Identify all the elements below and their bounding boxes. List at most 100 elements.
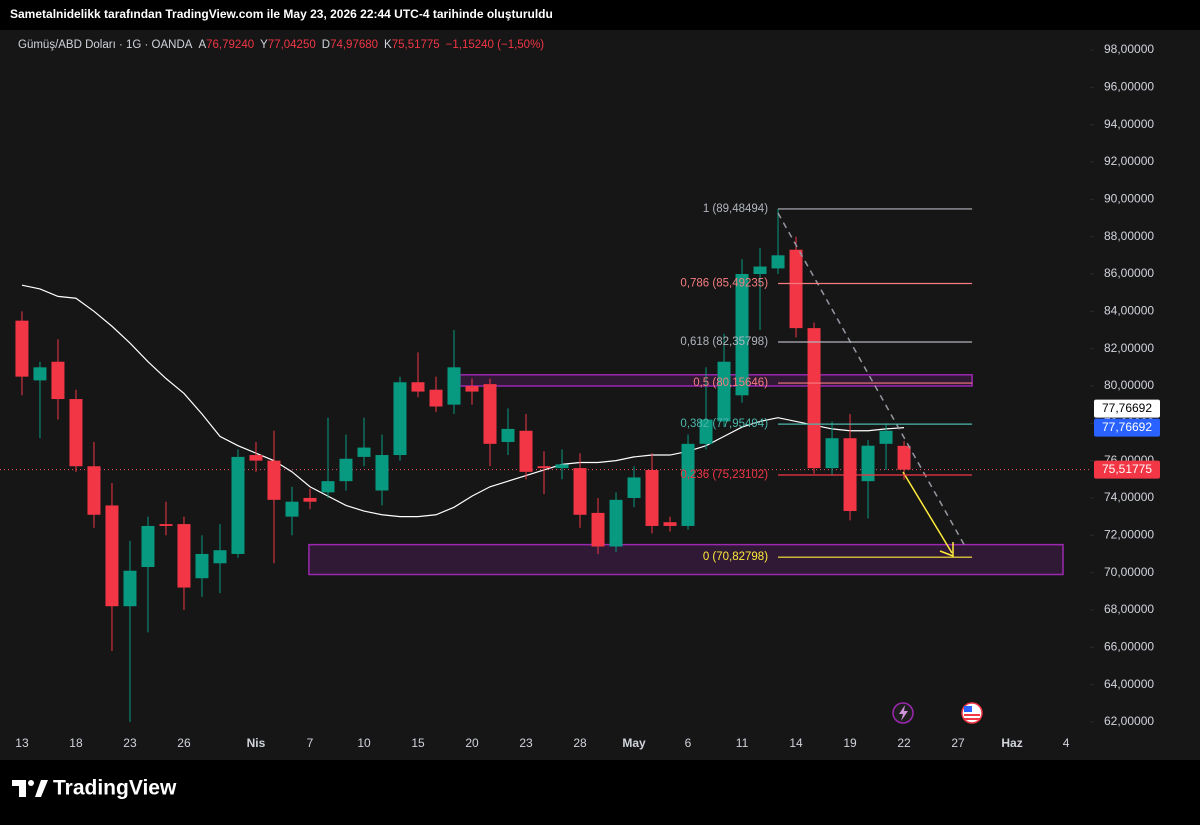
candle-body [123, 570, 137, 607]
fib-label: 0 (70,82798) [703, 551, 768, 563]
x-tick-label: 27 [951, 736, 965, 750]
x-tick-label: 13 [15, 736, 29, 750]
candle-body [681, 443, 695, 526]
candle-body [627, 477, 641, 498]
x-tick-label: 6 [685, 736, 692, 750]
y-tick-label: 64,00000 [1104, 677, 1154, 691]
candle-body [213, 550, 227, 564]
y-tick-label: 72,00000 [1104, 527, 1154, 541]
zone [308, 543, 1064, 576]
caption-bar [0, 0, 1200, 30]
candle-body [159, 524, 173, 526]
candle-body [591, 512, 605, 547]
candle-body [789, 249, 803, 329]
candle-body [69, 399, 83, 467]
y-tick-label: 66,00000 [1104, 639, 1154, 653]
price-tag [1094, 460, 1160, 479]
flag-icon-canton [964, 706, 972, 712]
y-tick-label: 82,00000 [1104, 341, 1154, 355]
candle-body [537, 466, 551, 469]
candle-body [483, 384, 497, 444]
caption: Sametalnidelikk tarafından TradingView.c… [10, 7, 553, 21]
x-tick-label: 19 [843, 736, 857, 750]
candle-body [753, 266, 767, 274]
x-tick-label: Haz [1001, 736, 1022, 750]
x-tick-label: 26 [177, 736, 191, 750]
candle-body [303, 497, 317, 502]
price-tag-label: 77,76692 [1102, 401, 1152, 415]
candle-body [573, 468, 587, 515]
brand-name: TradingView [53, 777, 177, 800]
y-tick-label: 98,00000 [1104, 42, 1154, 56]
candle-body [501, 428, 515, 442]
chart-background [0, 30, 1200, 760]
moving-average [21, 284, 905, 518]
x-tick-label: 4 [1063, 736, 1070, 750]
candle-body [663, 522, 677, 526]
candle-body [735, 273, 749, 396]
candle-body [267, 460, 281, 500]
candle-body [609, 499, 623, 547]
event-icon-bolt [899, 705, 908, 721]
x-tick-label: May [622, 736, 646, 750]
x-tick-label: 18 [69, 736, 83, 750]
fib-label: 0,236 (75,23102) [680, 469, 768, 481]
y-tick-label: 70,00000 [1104, 565, 1154, 579]
x-tick-label: 11 [736, 736, 749, 750]
candle-body [699, 419, 713, 444]
candle-body [807, 328, 821, 469]
candle-body [393, 382, 407, 456]
plot [0, 208, 1090, 722]
fib-label: 0,5 (80,15646) [693, 377, 768, 389]
candle-body [177, 524, 191, 588]
candle-body [339, 458, 353, 482]
ohlc-value: 74,97680 [330, 39, 378, 51]
ohlc-key: A [198, 39, 206, 51]
candle-body [447, 367, 461, 405]
candle-body [285, 501, 299, 517]
fib-label: 0,382 (77,95494) [680, 418, 768, 430]
arrow-line [902, 471, 953, 554]
y-tick-label: 92,00000 [1104, 154, 1154, 168]
ohlc-key: D [322, 39, 330, 51]
candle-body [249, 455, 263, 461]
ohlc-value: 76,79240 [206, 39, 254, 51]
brand-logo [12, 780, 48, 797]
x-tick-label: Nis [247, 736, 266, 750]
x-tick-label: 10 [357, 736, 371, 750]
y-tick-label: 80,00000 [1104, 378, 1154, 392]
x-tick-label: 15 [411, 736, 425, 750]
candle-body [321, 481, 335, 493]
candle-body [141, 525, 155, 568]
symbol: Gümüş/ABD Doları · 1G · OANDA [18, 39, 193, 51]
ohlc-key: K [384, 39, 392, 51]
y-tick-label: 86,00000 [1104, 266, 1154, 280]
x-tick-label: 22 [897, 736, 911, 750]
candle-body [465, 385, 479, 392]
candle-body [33, 367, 47, 381]
candle-body [645, 469, 659, 526]
candle-body [357, 447, 371, 457]
fib-label: 1 (89,48494) [703, 203, 768, 215]
y-tick-label: 74,00000 [1104, 490, 1154, 504]
candle-body [375, 455, 389, 491]
candle-body [429, 389, 443, 407]
change: −1,15240 (−1,50%) [446, 39, 545, 51]
y-tick-label: 84,00000 [1104, 303, 1154, 317]
footer [0, 760, 1200, 820]
candle-body [519, 430, 533, 472]
y-tick-label: 96,00000 [1104, 80, 1154, 94]
x-tick-label: 28 [573, 736, 587, 750]
candle-body [51, 361, 65, 400]
trend-line [777, 212, 967, 549]
x-tick-label: 14 [789, 736, 803, 750]
candle-body [717, 361, 731, 422]
candle-body [861, 445, 875, 482]
fib-label: 0,618 (82,35798) [680, 336, 768, 348]
candle-body [897, 445, 911, 470]
ohlc-value: 75,51775 [392, 39, 440, 51]
price-tag-label: 77,76692 [1102, 420, 1152, 434]
candle-body [87, 466, 101, 515]
